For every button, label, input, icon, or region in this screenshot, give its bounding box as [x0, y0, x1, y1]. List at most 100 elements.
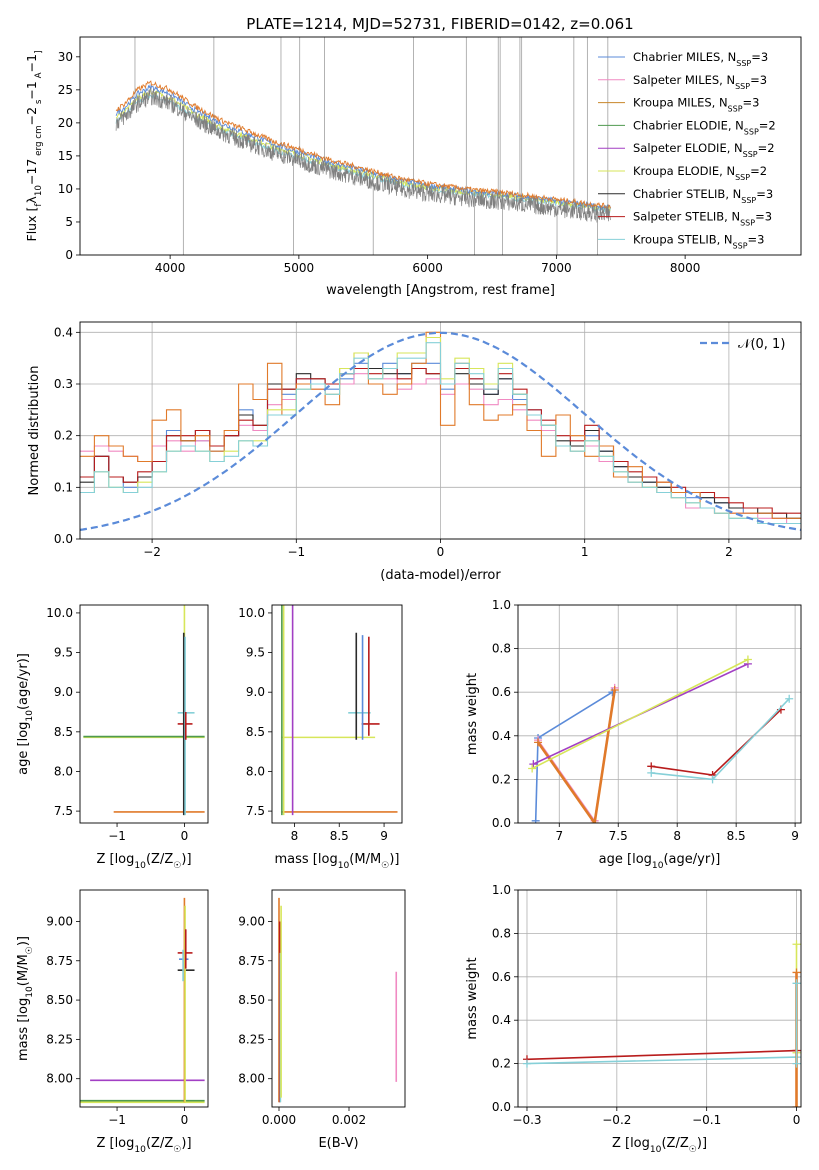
x-tick-label: 0.000: [262, 1113, 296, 1127]
y-tick-label: 20: [58, 116, 73, 130]
y-axis-label: Flux [fλ10−17 erg cm−2 s−1 A−1]: [24, 50, 44, 241]
x-tick-label: 8.5: [330, 829, 349, 843]
y-tick-label: 9.0: [54, 685, 73, 699]
x-tick-label: 8000: [670, 261, 701, 275]
y-tick-label: 0.0: [54, 532, 73, 546]
plot-area: [528, 655, 794, 823]
figure-title: PLATE=1214, MJD=52731, FIBERID=0142, z=0…: [246, 15, 633, 33]
y-tick-label: 25: [58, 83, 73, 97]
panel-mass_vs_Z: −1 0 8.00 8.25 8.50 8.75 9.00 Z [log10(Z/Z☉)] ma…: [16, 889, 209, 1155]
y-tick-label: 0.8: [492, 926, 511, 940]
y-tick-label: 8.00: [238, 1072, 265, 1086]
x-axis-label: E(B-V): [318, 1136, 358, 1151]
x-tick-label: 7000: [541, 261, 572, 275]
legend-entry: Kroupa MILES, NSSP=3: [633, 96, 759, 114]
weight-line: [536, 689, 616, 823]
y-axis-label: mass [log10(M/M☉)]: [16, 936, 35, 1061]
y-tick-label: 1.0: [492, 598, 511, 612]
y-tick-label: 0.2: [492, 1057, 511, 1071]
x-tick-label: 0: [437, 545, 445, 559]
x-tick-label: −1: [108, 1113, 126, 1127]
x-tick-label: −0.3: [512, 1113, 541, 1127]
data-point-marker: [528, 764, 537, 773]
plot-area: [115, 37, 611, 255]
y-tick-label: 10: [58, 182, 73, 196]
legend-entry: Kroupa ELODIE, NSSP=2: [633, 164, 767, 182]
x-tick-label: 0: [181, 1113, 189, 1127]
y-tick-label: 8.75: [238, 954, 265, 968]
data-point-marker: [743, 655, 752, 664]
y-tick-label: 8.25: [238, 1032, 265, 1046]
data-point-marker: [522, 1059, 531, 1068]
x-axis-label: Z [log10(Z/Z☉)]: [96, 1136, 191, 1155]
x-tick-label: −0.1: [692, 1113, 721, 1127]
panel-age_vs_Z: −1 0 7.5 8.0 8.5 9.0 9.5 10.0 Z [log10(Z/Z☉)] age…: [16, 604, 209, 871]
y-tick-label: 10.0: [238, 606, 265, 620]
y-tick-label: 30: [58, 50, 73, 64]
legend-entry: Chabrier STELIB, NSSP=3: [633, 187, 773, 205]
data-point-marker: [792, 979, 801, 988]
x-tick-label: −2: [143, 545, 161, 559]
weight-line: [651, 709, 782, 776]
y-tick-label: 8.00: [46, 1072, 73, 1086]
y-tick-label: 8.0: [246, 764, 265, 778]
plot-area: [522, 940, 801, 1107]
plot-area: [80, 897, 205, 1104]
data-spectrum-line: [115, 87, 611, 223]
plot-area: [278, 897, 398, 1103]
y-tick-label: 8.0: [54, 764, 73, 778]
data-point-marker: [647, 768, 656, 777]
data-point-marker: [792, 1059, 801, 1068]
y-tick-label: 10.0: [46, 606, 73, 620]
y-tick-label: 8.50: [46, 993, 73, 1007]
plot-area: [80, 331, 801, 531]
x-tick-label: 6000: [412, 261, 443, 275]
x-axis-label: (data-model)/error: [380, 568, 501, 583]
x-axis-label: Z [log10(Z/Z☉)]: [612, 1136, 707, 1155]
data-point-marker: [531, 816, 540, 823]
y-tick-label: 0.0: [492, 816, 511, 830]
model-spectrum-line: [115, 94, 611, 214]
x-tick-label: 0: [181, 829, 189, 843]
gaussian-curve: [80, 331, 801, 531]
y-tick-label: 9.5: [246, 646, 265, 660]
data-point-marker: [590, 819, 599, 823]
legend-entry: 𝒩(0, 1): [738, 337, 785, 352]
x-axis-label: wavelength [Angstrom, rest frame]: [326, 283, 555, 298]
y-tick-label: 8.75: [46, 954, 73, 968]
axes-frame: [79, 604, 209, 824]
y-tick-label: 0.8: [492, 642, 511, 656]
y-tick-label: 5: [65, 215, 73, 229]
histogram-step: [80, 342, 801, 525]
axes-frame: [79, 36, 802, 256]
y-tick-label: 0: [65, 248, 73, 262]
panel-mass_vs_ebv: 0.000 0.002 8.00 8.25 8.50 8.75 9.00 E(B-V): [238, 889, 406, 1151]
x-axis-label: Z [log10(Z/Z☉)]: [96, 852, 191, 871]
y-tick-label: 15: [58, 149, 73, 163]
y-tick-label: 0.6: [492, 685, 511, 699]
y-tick-label: 0.4: [54, 325, 73, 339]
weight-line: [526, 1049, 797, 1061]
y-axis-label: mass weight: [465, 673, 480, 755]
x-tick-label: 9: [380, 829, 388, 843]
panel-age_vs_mass: 8 8.5 9 7.5 8.0 8.5 9.0 9.5 10.0 mass [log10(M/M☉…: [238, 604, 403, 871]
x-tick-label: 2: [725, 545, 733, 559]
y-tick-label: 7.5: [246, 804, 265, 818]
data-point-marker: [708, 775, 717, 784]
x-tick-label: 7.5: [609, 829, 628, 843]
y-tick-label: 7.5: [54, 804, 73, 818]
data-point-marker: [529, 760, 538, 769]
y-tick-label: 0.1: [54, 480, 73, 494]
x-tick-label: 0: [793, 1113, 801, 1127]
legend-entry: Salpeter ELODIE, NSSP=2: [633, 141, 775, 159]
y-tick-label: 8.5: [54, 725, 73, 739]
y-tick-label: 9.5: [54, 646, 73, 660]
model-spectrum-line: [115, 83, 611, 211]
data-point-marker: [792, 1103, 801, 1107]
y-tick-label: 0.4: [492, 1013, 511, 1027]
y-axis-label: age [log10(age/yr)]: [16, 653, 35, 775]
y-tick-label: 9.00: [46, 914, 73, 928]
axes-frame: [517, 889, 802, 1108]
x-tick-label: 8.5: [727, 829, 746, 843]
x-tick-label: 0.002: [332, 1113, 366, 1127]
